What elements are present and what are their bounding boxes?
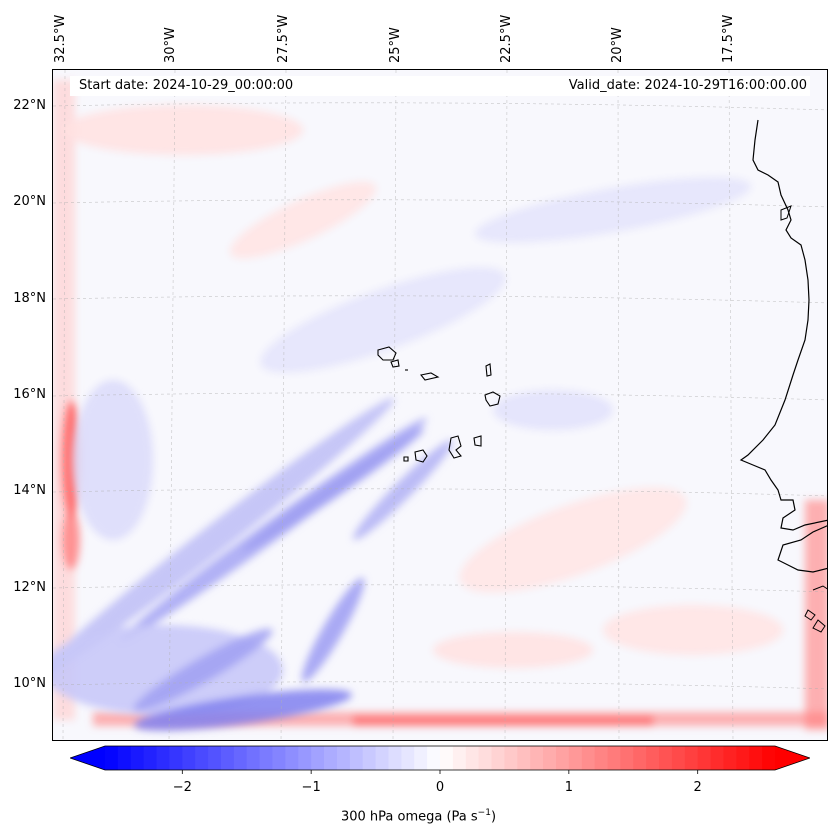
- colorbar-ticks: [181, 770, 699, 774]
- colorbar-title-text: 300 hPa omega (Pa s: [340, 809, 478, 825]
- lon-label-25w: 25°W: [388, 27, 403, 63]
- colorbar-extend-min: [70, 746, 105, 770]
- colorbar-tick-label: −2: [172, 780, 192, 795]
- lat-label-16n: 16°N: [13, 387, 46, 402]
- coast-inlet: [780, 205, 792, 221]
- lon-label-20w: 20°W: [610, 27, 625, 63]
- colorbar-segment: [555, 746, 570, 770]
- coast-islands-bijagos: [804, 585, 827, 633]
- colorbar-segment: [478, 746, 493, 770]
- valid-date-label: Valid_date: 2024-10-29T16:00:00.00: [568, 78, 807, 93]
- colorbar-segment: [298, 746, 312, 770]
- positive-omega-regions: [53, 80, 827, 730]
- colorbar-extend-max: [775, 746, 810, 770]
- colorbar-segment: [182, 746, 196, 770]
- lon-label-17-5w: 17.5°W: [721, 14, 736, 63]
- africa-coastline: [739, 119, 827, 531]
- colorbar-segment: [543, 746, 557, 770]
- colorbar-outline: [70, 745, 810, 771]
- colorbar-segment: [272, 746, 286, 770]
- colorbar-segment: [581, 746, 596, 770]
- colorbar-segment: [465, 746, 480, 770]
- colorbar-segment: [130, 746, 145, 770]
- colorbar-segment: [684, 746, 699, 770]
- lat-label-12n: 12°N: [13, 580, 46, 595]
- colorbar-segment: [633, 746, 647, 770]
- colorbar-segment: [697, 746, 712, 770]
- colorbar-segment: [530, 746, 544, 770]
- colorbar-segment: [311, 746, 325, 770]
- colorbar-segment: [195, 746, 209, 770]
- colorbar-segment: [646, 746, 660, 770]
- colorbar-segment: [427, 746, 441, 770]
- lat-label-10n: 10°N: [13, 676, 46, 691]
- map-panel: [52, 69, 828, 741]
- colorbar-segment: [440, 746, 454, 770]
- colorbar-segment: [388, 746, 402, 770]
- colorbar-segment: [749, 746, 763, 770]
- colorbar-tick-label: 2: [693, 780, 702, 795]
- colorbar-segment: [362, 746, 377, 770]
- colorbar-segment: [736, 746, 750, 770]
- colorbar-segment: [117, 746, 132, 770]
- colorbar-segment: [169, 746, 183, 770]
- lon-label-27-5w: 27.5°W: [276, 14, 291, 63]
- colorbar-segment: [285, 746, 299, 770]
- colorbar-segment: [659, 746, 673, 770]
- colorbar-segment: [568, 746, 583, 770]
- start-date-label: Start date: 2024-10-29_00:00:00: [79, 78, 294, 93]
- colorbar-segment: [594, 746, 608, 770]
- colorbar-segment: [220, 746, 235, 770]
- lat-label-18n: 18°N: [13, 291, 46, 306]
- colorbar-segment: [375, 746, 389, 770]
- colorbar-segment: [246, 746, 261, 770]
- colorbar-segment: [105, 746, 119, 770]
- cape-verde-islands: [377, 346, 501, 463]
- colorbar-segment: [491, 746, 505, 770]
- lon-label-22-5w: 22.5°W: [499, 14, 514, 63]
- colorbar-segment: [762, 746, 776, 770]
- colorbar-tick-label: 1: [564, 780, 573, 795]
- colorbar-segment: [233, 746, 248, 770]
- colorbar-segment: [517, 746, 531, 770]
- colorbar-tick-label: −1: [301, 780, 321, 795]
- lon-label-32-5w: 32.5°W: [53, 14, 68, 63]
- colorbar-segment: [143, 746, 158, 770]
- graticule: [53, 70, 827, 740]
- colorbar-segment: [620, 746, 634, 770]
- colorbar-segment: [607, 746, 621, 770]
- colorbar-tick-label: 0: [435, 780, 445, 795]
- colorbar-segment: [156, 746, 170, 770]
- colorbar-segment: [324, 746, 338, 770]
- colorbar: [70, 745, 810, 774]
- africa-coastline-south: [777, 525, 827, 573]
- colorbar-segment: [671, 746, 686, 770]
- lon-label-30w: 30°W: [163, 27, 178, 63]
- colorbar-segment: [336, 746, 351, 770]
- colorbar-segment: [259, 746, 273, 770]
- lat-label-20n: 20°N: [13, 194, 46, 209]
- negative-omega-regions: [53, 177, 751, 731]
- colorbar-segment: [710, 746, 724, 770]
- lat-label-22n: 22°N: [13, 98, 46, 113]
- colorbar-segment: [414, 746, 428, 770]
- date-header-background: [70, 76, 810, 96]
- colorbar-title-exponent: −1: [477, 808, 491, 818]
- colorbar-segment: [452, 746, 467, 770]
- colorbar-segment: [349, 746, 364, 770]
- lat-label-14n: 14°N: [13, 483, 46, 498]
- colorbar-title-close: ): [490, 809, 497, 825]
- colorbar-segment: [723, 746, 737, 770]
- omega-field-map: [53, 70, 827, 740]
- colorbar-segment: [401, 746, 415, 770]
- colorbar-title: 300 hPa omega (Pa s−1): [0, 808, 837, 824]
- colorbar-segment: [504, 746, 518, 770]
- colorbar-segment: [208, 746, 222, 770]
- colorbar-segments: [70, 745, 810, 771]
